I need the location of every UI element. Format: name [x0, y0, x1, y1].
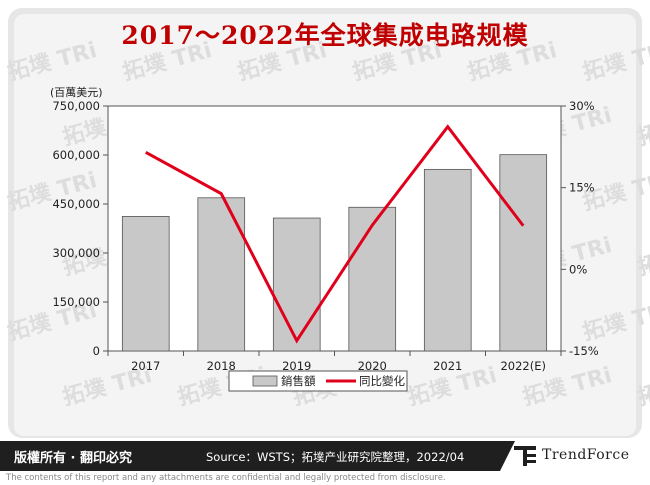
watermark-tile: 拓墣 TRi [350, 38, 445, 86]
x-tick-label: 2020 [358, 359, 387, 373]
copyright-text: 版權所有 · 翻印必究 [14, 451, 132, 466]
y-tick-label: 600,000 [52, 148, 100, 162]
watermark-tile: 拓墣 TRi [5, 38, 100, 86]
bar-2021 [423, 168, 472, 352]
y-tick-label: 150,000 [52, 295, 100, 309]
y-tick-label: 750,000 [52, 99, 100, 113]
yoy-line [145, 124, 525, 344]
trendforce-brand-text: TrendForce [542, 447, 630, 463]
bar-2019 [272, 217, 321, 352]
line-layer [145, 124, 525, 344]
axes-layer: 0 150,000 300,000 450,000 600,000 750,000 -15%… [52, 99, 598, 373]
y-axis-unit-label: (百萬美元) [50, 86, 103, 99]
trendforce-logo: TrendForce [500, 441, 650, 471]
watermark-tile: 拓墣 TRi [120, 38, 215, 86]
legend: 銷售額 同比變化 [228, 370, 408, 392]
chart: 拓墣 TRi 拓墣 TRi 拓墣 TRi 拓墣 TRi 拓墣 TRi 拓墣 TRi 拓墣 T… [5, 38, 650, 411]
x-tick-label: 2017 [131, 359, 160, 373]
x-tick-label: 2021 [433, 359, 462, 373]
plot-area [107, 105, 562, 352]
x-tick-label: 2018 [207, 359, 236, 373]
chart-title: 2017～2022年全球集成电路规模 [121, 21, 529, 50]
y-tick-label: 300,000 [52, 246, 100, 260]
source-text: Source：WSTS；拓墣产业研究院整理，2022/04 [206, 450, 465, 464]
legend-label-sales: 銷售額 [281, 374, 316, 388]
x-tick-label: 2019 [282, 359, 311, 373]
y2-tick-label: -15% [569, 344, 599, 358]
bar-2022(E) [499, 154, 548, 352]
watermark-tile: 拓墣 TRi [235, 38, 330, 86]
disclaimer-text: The contents of this report and any atta… [6, 473, 446, 483]
legend-swatch-bar [252, 375, 278, 387]
watermark-tile: 拓墣 TRi [635, 363, 650, 411]
watermark-tile: 拓墣 TRi [635, 103, 650, 151]
y2-tick-label: 15% [569, 181, 595, 195]
trendforce-logo-icon [514, 446, 536, 466]
watermark-tile: 拓墣 TRi [580, 38, 650, 86]
y2-tick-label: 0% [569, 262, 587, 276]
legend-label-yoy: 同比變化 [359, 374, 405, 388]
y2-tick-label: 30% [569, 99, 595, 113]
watermark-tile: 拓墣 TRi [635, 233, 650, 281]
footer-bar: 版權所有 · 翻印必究 Source：WSTS；拓墣产业研究院整理，2022/0… [0, 441, 650, 471]
watermark-tile: 拓墣 TRi [580, 298, 650, 346]
bar-2017 [121, 216, 170, 352]
bar-2020 [348, 206, 397, 352]
bar-2018 [197, 197, 246, 352]
y-tick-label: 450,000 [52, 197, 100, 211]
watermark-tile: 拓墣 TRi [465, 38, 560, 86]
x-tick-label: 2022(E) [500, 359, 546, 373]
y-tick-label: 0 [93, 344, 100, 358]
